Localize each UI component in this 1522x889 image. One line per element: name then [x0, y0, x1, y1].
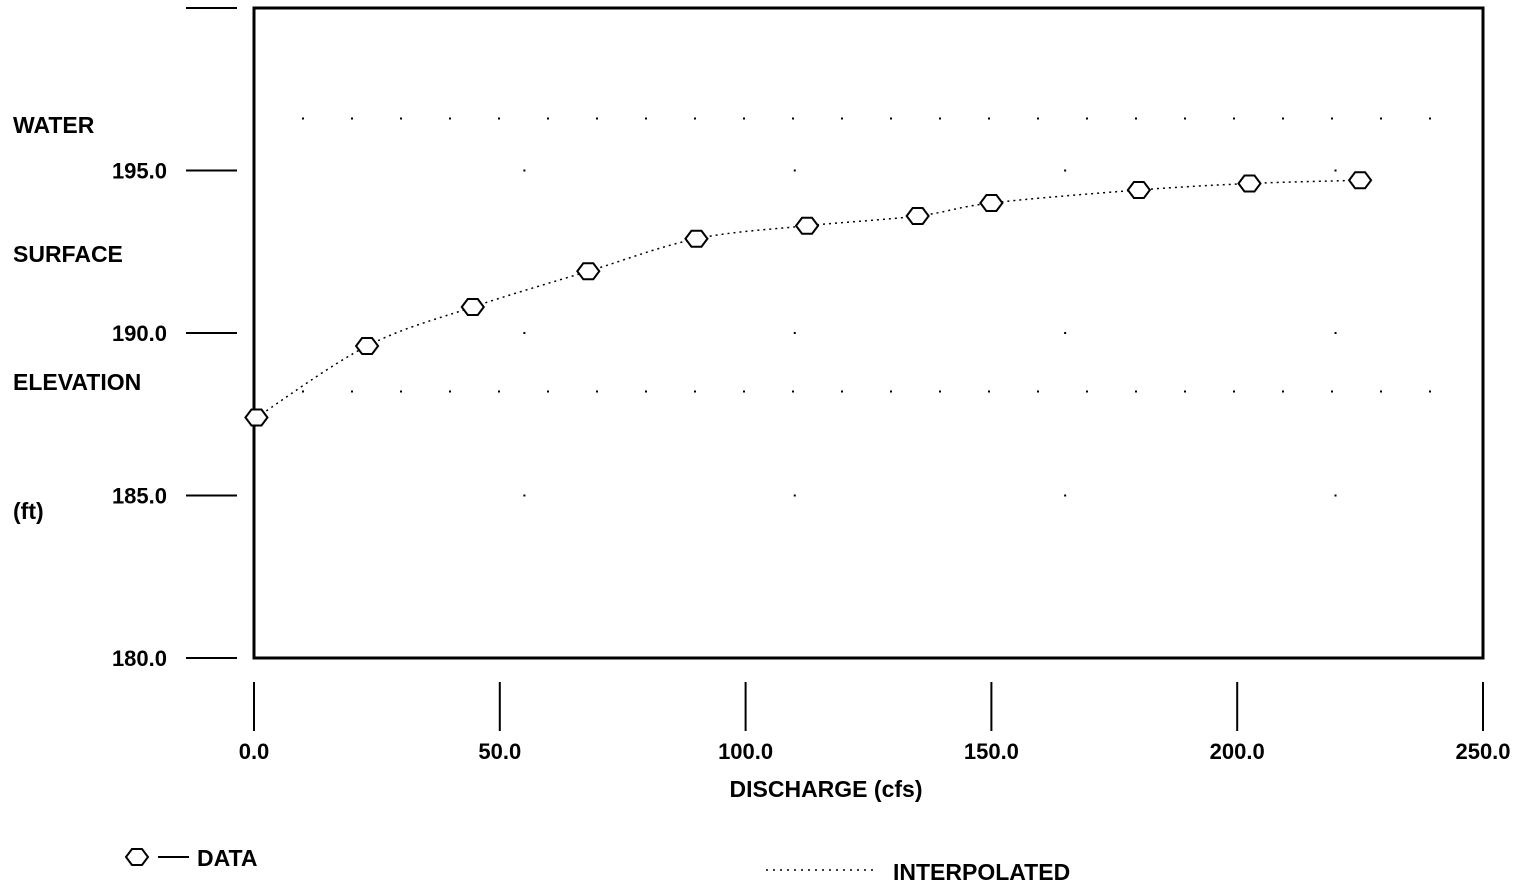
grid-dot-major: [523, 494, 526, 497]
grid-dot-row1: [645, 117, 647, 120]
grid-dot-major: [1064, 332, 1067, 334]
grid-dot-major: [1334, 494, 1337, 497]
data-point: [905, 207, 930, 225]
y-axis-label-line-3: ELEVATION: [13, 369, 142, 395]
grid-dot-row0: [1233, 390, 1235, 393]
grid-dot-row0: [351, 390, 353, 393]
data-point: [460, 298, 486, 316]
x-tick-label: 100.0: [718, 739, 773, 764]
grid-dot-row0: [547, 390, 549, 393]
grid-dot-major: [793, 494, 796, 497]
y-axis: 180.0 185.0 190.0 195.0: [112, 7, 237, 671]
grid-dot-row0: [449, 390, 451, 393]
grid-dot-row0: [1037, 390, 1039, 393]
data-point: [576, 262, 601, 281]
grid-dot-major: [1064, 169, 1067, 172]
grid-dot-row1: [743, 117, 745, 120]
grid-dot-row1: [694, 117, 696, 120]
y-axis-label-line-2: SURFACE: [13, 241, 123, 267]
grid-dot-row0: [1086, 390, 1088, 393]
grid-dot-row1: [449, 117, 451, 120]
grid-dot-row1: [890, 117, 892, 120]
x-tick-label: 50.0: [478, 739, 521, 764]
data-point: [979, 194, 1004, 212]
grid-dot-major: [793, 332, 796, 334]
grid-dot-row0: [792, 390, 794, 393]
grid-dot-row1: [792, 117, 794, 120]
grid-dot-row1: [596, 117, 598, 120]
grid-dot-row0: [400, 390, 402, 393]
grid-dot-row1: [351, 117, 353, 120]
grid-dot-row1: [1429, 117, 1431, 120]
grid-dot-row0: [1380, 390, 1382, 393]
data-point: [354, 337, 380, 355]
x-tick-label: 0.0: [239, 739, 270, 764]
grid-dot-row0: [694, 390, 696, 393]
grid-dot-row1: [1282, 117, 1284, 120]
y-tick-label: 195.0: [112, 159, 167, 184]
grid-dot-row1: [1380, 117, 1382, 120]
x-tick-label: 150.0: [964, 739, 1019, 764]
grid-dot-major: [1334, 332, 1337, 334]
x-tick-label: 250.0: [1455, 739, 1510, 764]
grid-dot-row0: [596, 390, 598, 393]
x-axis-label: DISCHARGE (cfs): [729, 776, 923, 802]
data-point: [1237, 174, 1262, 193]
data-point: [1347, 171, 1373, 190]
grid-dot-row0: [1184, 390, 1186, 393]
grid-dot-row0: [498, 390, 500, 393]
grid-dot-row0: [1331, 390, 1333, 393]
grid-dot-major: [523, 332, 526, 334]
legend-data-label: DATA: [197, 845, 258, 871]
grid-dot-row1: [1037, 117, 1039, 120]
y-axis-label-line-4: (ft): [13, 498, 44, 524]
grid-dot-major: [1334, 169, 1337, 172]
y-axis-label-line-1: WATER: [13, 112, 95, 138]
data-point: [244, 408, 269, 427]
y-tick-label: 190.0: [112, 321, 167, 346]
grid-dot-row0: [1429, 390, 1431, 393]
grid-dot-row1: [841, 117, 843, 120]
grid-dot-row0: [743, 390, 745, 393]
data-point: [684, 229, 709, 248]
grid: [302, 117, 1431, 497]
grid-dot-row1: [400, 117, 402, 120]
grid-dot-row1: [547, 117, 549, 120]
grid-dot-row1: [988, 117, 990, 120]
data-point: [794, 216, 820, 235]
x-axis: 0.0 50.0 100.0 150.0 200.0 250.0: [239, 682, 1511, 764]
grid-dot-row0: [841, 390, 843, 393]
legend-data-marker: [124, 848, 150, 866]
grid-dot-row1: [1086, 117, 1088, 120]
grid-dot-row1: [1184, 117, 1186, 120]
grid-dot-major: [793, 169, 796, 172]
legend-graphics: [124, 848, 878, 871]
grid-dot-row0: [988, 390, 990, 393]
y-tick-label: 185.0: [112, 484, 167, 509]
grid-dot-row0: [890, 390, 892, 393]
grid-dot-row1: [1331, 117, 1333, 120]
interpolated-curve: [256, 179, 1361, 419]
grid-dot-major: [1064, 494, 1067, 497]
legend-interpolated-label: INTERPOLATED: [893, 859, 1071, 885]
grid-dot-row1: [939, 117, 941, 120]
grid-dot-row0: [939, 390, 941, 393]
y-tick-label: 180.0: [112, 646, 167, 671]
grid-dot-row1: [1233, 117, 1235, 120]
grid-dot-row1: [1135, 117, 1137, 120]
data-point: [1126, 181, 1152, 199]
grid-dot-row0: [302, 390, 304, 393]
grid-dot-row0: [1282, 390, 1284, 393]
x-tick-label: 200.0: [1210, 739, 1265, 764]
grid-dot-major: [523, 169, 526, 172]
series-data: [244, 171, 1373, 427]
grid-dot-row0: [1135, 390, 1137, 393]
grid-dot-row1: [302, 117, 304, 120]
grid-dot-row0: [645, 390, 647, 393]
grid-dot-row1: [498, 117, 500, 120]
plot-frame: [252, 6, 1485, 660]
